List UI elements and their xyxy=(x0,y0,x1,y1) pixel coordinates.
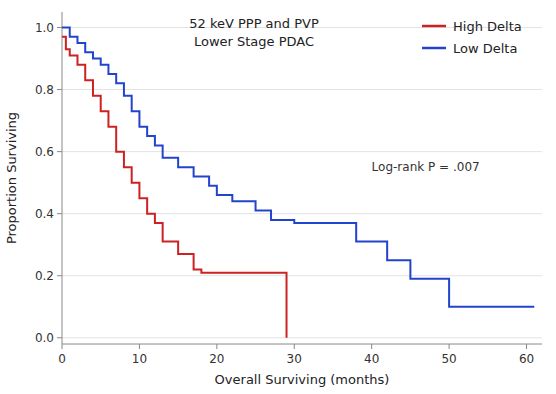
title: 52 keV PPP and PVP xyxy=(189,16,319,31)
y-axis xyxy=(62,12,63,344)
x-tick-label: 0 xyxy=(58,352,66,366)
annotation: Log-rank P = .007 xyxy=(372,160,480,174)
legend-label: Low Delta xyxy=(453,41,517,56)
y-tick xyxy=(57,27,62,28)
x-tick xyxy=(526,344,527,349)
x-tick-label: 50 xyxy=(441,352,456,366)
x-tick-label: 10 xyxy=(132,352,147,366)
x-tick-label: 40 xyxy=(364,352,379,366)
chart: 0.0 0.2 0.4 0.6 0.8 1.0 0 10 20 30 40 50 60 Overall S… xyxy=(0,0,556,394)
x-tick xyxy=(294,344,295,349)
grid-line xyxy=(62,275,542,276)
x-axis xyxy=(62,344,542,345)
x-tick xyxy=(371,344,372,349)
subtitle: Lower Stage PDAC xyxy=(194,34,314,49)
y-tick xyxy=(57,337,62,338)
grid-line xyxy=(62,151,542,152)
y-tick xyxy=(57,89,62,90)
legend: High Delta Low Delta xyxy=(422,19,522,56)
y-tick xyxy=(57,151,62,152)
x-tick xyxy=(216,344,217,349)
x-tick-label: 60 xyxy=(519,352,534,366)
x-tick-label: 30 xyxy=(287,352,302,366)
y-tick-label: 0.2 xyxy=(35,269,54,283)
legend-swatch xyxy=(422,47,446,50)
x-tick-label: 20 xyxy=(209,352,224,366)
y-tick-label: 1.0 xyxy=(35,21,54,35)
grid-line xyxy=(62,89,542,90)
x-tick xyxy=(139,344,140,349)
y-tick-label: 0.0 xyxy=(35,331,54,345)
plot-area xyxy=(62,28,534,338)
x-axis-label: Overall Surviving (months) xyxy=(215,372,390,387)
grid-line xyxy=(62,213,542,214)
survival-line xyxy=(62,28,534,307)
legend-swatch xyxy=(422,25,446,28)
survival-line xyxy=(62,37,287,338)
y-tick-label: 0.6 xyxy=(35,145,54,159)
y-axis-label: Proportion Surviving xyxy=(4,112,19,244)
x-tick xyxy=(62,344,63,349)
legend-label: High Delta xyxy=(453,19,522,34)
x-tick xyxy=(449,344,450,349)
y-tick xyxy=(57,275,62,276)
y-tick-label: 0.4 xyxy=(35,207,54,221)
grid-line xyxy=(62,337,542,338)
y-tick xyxy=(57,213,62,214)
y-tick-label: 0.8 xyxy=(35,83,54,97)
